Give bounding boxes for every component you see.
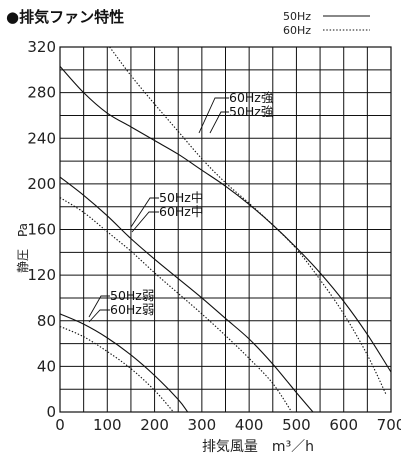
x-tick-label: 700: [377, 416, 401, 434]
series-annotation-label: 50Hz中: [159, 190, 203, 205]
series-line-1: [59, 66, 392, 373]
y-tick-label: 80: [37, 312, 56, 330]
y-tick-label: 40: [37, 357, 56, 375]
x-tick-label: 0: [55, 416, 65, 434]
grid: [60, 47, 391, 412]
x-tick-label: 300: [188, 416, 217, 434]
curves: [59, 46, 392, 413]
y-tick-label: 120: [27, 266, 56, 284]
x-tick-label: 100: [93, 416, 122, 434]
y-axis-label: 静圧 Pa: [16, 223, 30, 273]
series-line-2: [109, 46, 387, 396]
series-annotation-label: 50Hz強: [229, 104, 274, 119]
y-tick-label: 160: [27, 221, 56, 239]
x-tick-label: 400: [235, 416, 264, 434]
series-annotation-label: 60Hz中: [159, 204, 203, 219]
x-tick-label: 200: [140, 416, 169, 434]
y-tick-label: 280: [27, 84, 56, 102]
chart-title: ●排気ファン特性: [6, 8, 124, 26]
series-line-3: [59, 176, 314, 413]
legend: 50Hz 60Hz: [283, 10, 370, 37]
annotation-leader: [198, 97, 229, 134]
series-line-5: [59, 313, 189, 413]
annotation-leader: [88, 309, 110, 323]
series-annotation-label: 50Hz弱: [110, 288, 154, 303]
annotation-leader: [88, 295, 110, 318]
series-annotation-label: 60Hz強: [229, 90, 274, 105]
annotation-leader: [131, 211, 159, 233]
x-tick-label: 600: [329, 416, 358, 434]
series-annotation-label: 60Hz弱: [110, 302, 154, 317]
y-tick-label: 200: [27, 175, 56, 193]
legend-label-50hz: 50Hz: [283, 10, 311, 23]
series-line-6: [59, 325, 174, 413]
y-tick-label: 0: [46, 403, 56, 421]
tick-labels: 0 100 200 300 400 500 600 700 0 40 80 120 160 200 240 2…: [27, 38, 401, 434]
x-tick-label: 500: [282, 416, 311, 434]
plot-frame: [59, 46, 392, 413]
y-tick-label: 320: [27, 38, 56, 56]
annotation-leader: [209, 111, 229, 134]
legend-label-60hz: 60Hz: [283, 24, 311, 37]
annotation-leader: [130, 197, 159, 228]
y-tick-label: 240: [27, 129, 56, 147]
x-axis-label: 排気風量 m³／h: [202, 439, 314, 455]
